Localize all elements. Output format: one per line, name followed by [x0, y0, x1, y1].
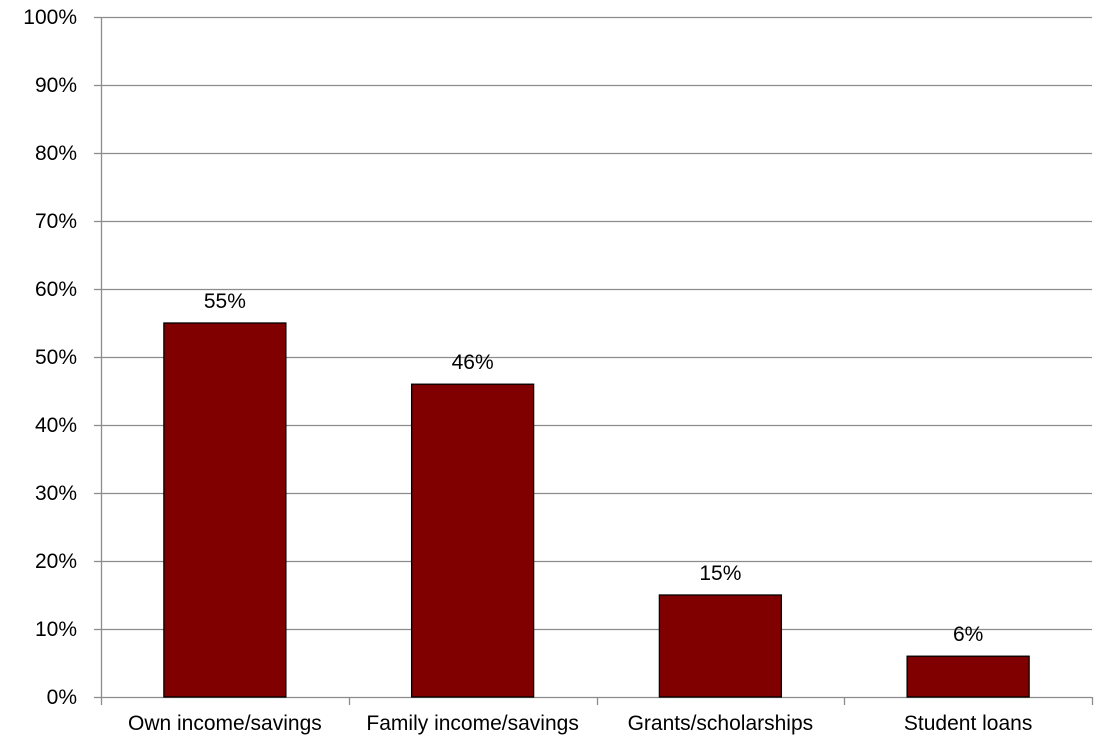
y-tick-label: 70%: [35, 210, 77, 233]
y-tick-label: 90%: [35, 74, 77, 97]
y-tick-label: 20%: [35, 550, 77, 573]
data-label: 15%: [699, 562, 741, 585]
data-label: 55%: [204, 290, 246, 313]
y-tick-label: 0%: [47, 686, 77, 709]
data-label: 46%: [452, 351, 494, 374]
bar: [906, 655, 1030, 698]
labels: 0% 10% 20% 30% 40% 50% 60% 70% 80% 90% 100% 55% Own …: [23, 6, 1032, 735]
y-tick-label: 30%: [35, 482, 77, 505]
x-category-label: Own income/savings: [128, 712, 322, 735]
bar: [410, 383, 535, 698]
x-category-label: Grants/scholarships: [628, 712, 814, 735]
bars: [163, 322, 1030, 698]
y-tick-label: 10%: [35, 618, 77, 641]
y-tick-label: 60%: [35, 278, 77, 301]
y-tick-label: 40%: [35, 414, 77, 437]
y-tick-label: 50%: [35, 346, 77, 369]
bar: [163, 322, 287, 698]
x-category-label: Student loans: [904, 712, 1032, 735]
y-tick-label: 100%: [23, 6, 77, 29]
bar: [658, 594, 783, 698]
y-tick-label: 80%: [35, 142, 77, 165]
x-category-label: Family income/savings: [366, 712, 578, 735]
data-label: 6%: [953, 623, 983, 646]
